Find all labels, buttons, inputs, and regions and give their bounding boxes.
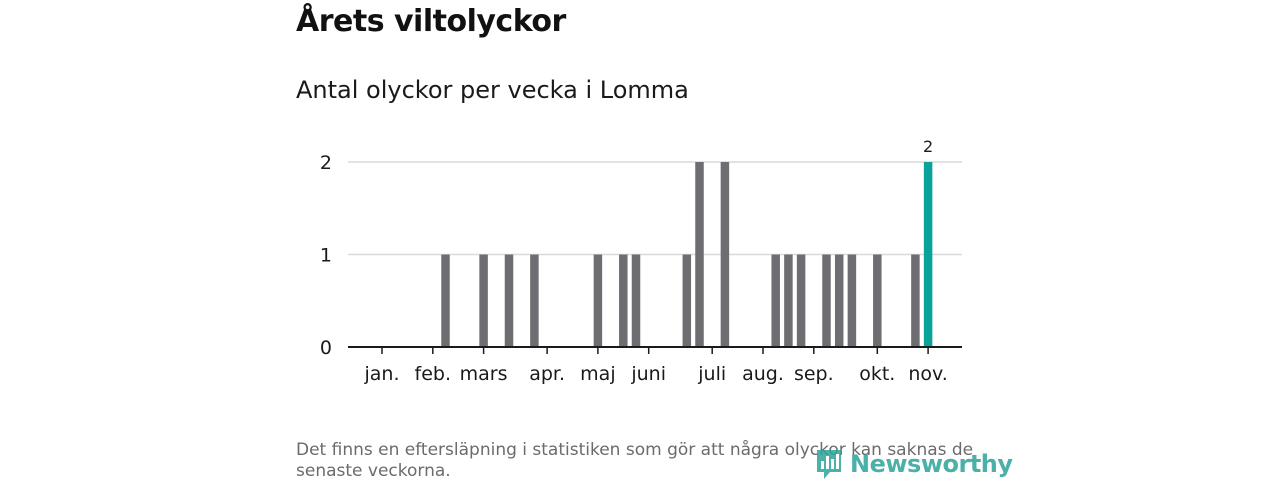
bar (834, 254, 844, 347)
bar (771, 254, 780, 347)
grid-lines (348, 161, 962, 256)
newsworthy-logo-icon (817, 450, 841, 479)
bar (593, 254, 603, 347)
bar (619, 254, 628, 347)
newsworthy-logo: Newsworthy (814, 446, 1013, 482)
bar (873, 254, 882, 347)
bar (441, 254, 450, 347)
y-tick-label: 1 (320, 245, 332, 267)
x-tick-label: okt. (859, 363, 895, 385)
x-tick-label: juli (697, 363, 726, 385)
bar (479, 254, 488, 347)
x-axis-ticks: jan. feb. mars apr. maj juni juli aug. sep. okt. n… (363, 347, 948, 385)
footnote: Det finns en eftersläpning i statistiken… (296, 440, 974, 481)
chart-subtitle: Antal olyckor per vecka i Lomma (296, 76, 689, 104)
bar (796, 254, 806, 347)
bar (847, 254, 857, 347)
y-axis-ticks: 0 1 2 (320, 152, 332, 359)
bar (682, 254, 692, 347)
newsworthy-logo-text: Newsworthy (850, 450, 1013, 478)
x-tick-label: jan. (363, 363, 399, 385)
bar-chart: 0 1 2 2 jan. feb. mars apr. maj juni juli aug. sep… (320, 137, 962, 385)
x-tick-label: maj (580, 363, 615, 385)
x-tick-label: feb. (415, 363, 451, 385)
chart-title: Årets viltolyckor (296, 4, 566, 39)
x-tick-label: sep. (794, 363, 834, 385)
x-tick-label: juni (630, 363, 666, 385)
bars: 2 (441, 137, 933, 347)
y-tick-label: 0 (320, 337, 332, 359)
bar (695, 162, 704, 347)
bar (631, 254, 641, 347)
bar (911, 254, 920, 347)
x-tick-label: apr. (529, 363, 565, 385)
bar (822, 254, 831, 347)
bar-highlight (923, 162, 933, 347)
x-tick-label: aug. (742, 363, 784, 385)
bar (720, 162, 730, 347)
bar-value-label: 2 (923, 137, 933, 156)
bar (530, 254, 539, 347)
bar (784, 254, 793, 347)
x-tick-label: nov. (908, 363, 947, 385)
y-tick-label: 2 (320, 152, 332, 174)
bar (504, 254, 514, 347)
x-tick-label: mars (460, 363, 508, 385)
